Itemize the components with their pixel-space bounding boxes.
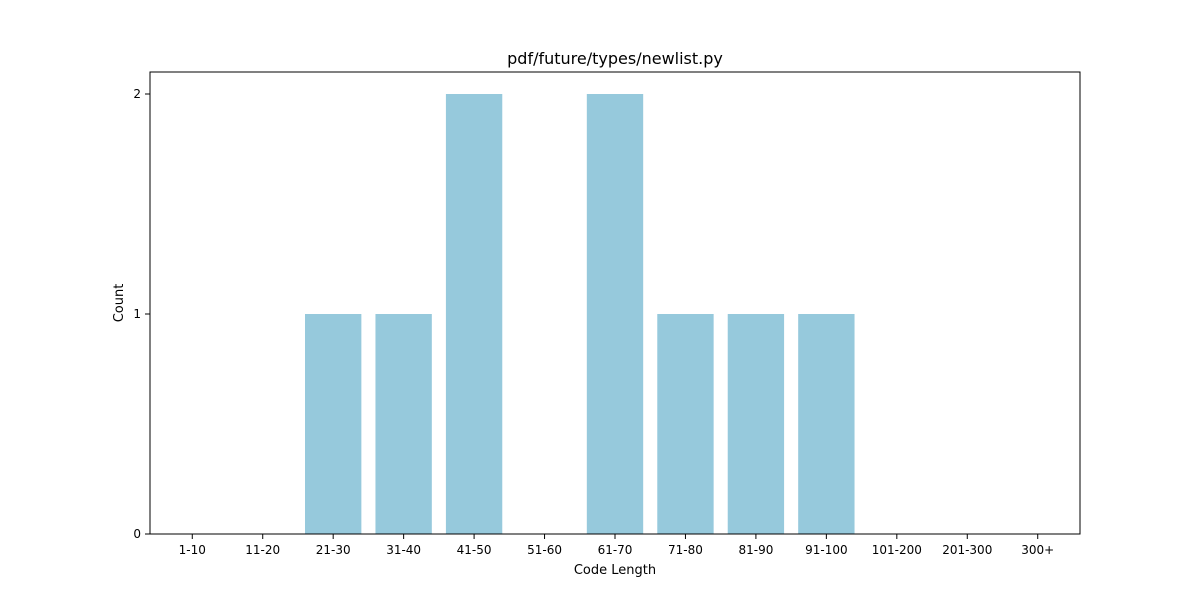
x-tick-label: 91-100 [805,543,848,557]
bar-61-70 [587,94,643,534]
x-tick-label: 81-90 [738,543,773,557]
bar-31-40 [375,314,431,534]
x-tick-label: 300+ [1021,543,1054,557]
y-axis-label: Count [112,284,127,323]
x-tick-label: 61-70 [598,543,633,557]
x-tick-label: 201-300 [942,543,992,557]
x-tick-label: 11-20 [245,543,280,557]
bar-91-100 [798,314,854,534]
x-tick-label: 31-40 [386,543,421,557]
chart-title: pdf/future/types/newlist.py [507,49,723,68]
x-tick-label: 41-50 [457,543,492,557]
y-tick-label: 2 [133,87,141,101]
y-tick-label: 1 [133,307,141,321]
x-tick-label: 1-10 [179,543,206,557]
x-tick-label: 101-200 [872,543,922,557]
y-tick-label: 0 [133,527,141,541]
x-tick-label: 21-30 [316,543,351,557]
bar-41-50 [446,94,502,534]
x-tick-label: 51-60 [527,543,562,557]
bar-71-80 [657,314,713,534]
x-axis: 1-10 11-20 21-30 31-40 41-50 51-60 61-70 71-80 8… [179,534,1055,557]
bar-81-90 [728,314,784,534]
bars-layer [305,94,855,534]
x-tick-label: 71-80 [668,543,703,557]
y-axis: 0 1 2 [133,87,150,541]
bar-21-30 [305,314,361,534]
x-axis-label: Code Length [574,563,656,578]
